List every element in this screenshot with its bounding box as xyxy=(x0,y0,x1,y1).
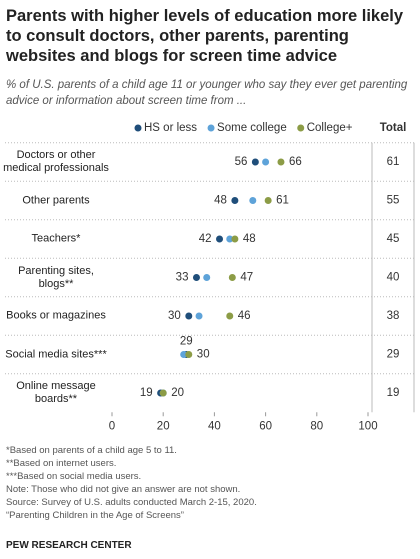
note: Note: Those who did not give an answer a… xyxy=(6,484,241,495)
category-label: Other parents xyxy=(22,194,90,206)
note: *Based on parents of a child age 5 to 11… xyxy=(6,445,177,456)
dot xyxy=(264,197,272,204)
legend-label: Some college xyxy=(217,122,287,134)
value-label: 61 xyxy=(276,195,289,207)
value-label: 42 xyxy=(199,233,212,245)
dot xyxy=(231,235,239,243)
dot xyxy=(159,389,167,397)
dot xyxy=(216,235,224,243)
note: “Parenting Children in the Age of Screen… xyxy=(6,510,184,521)
category-label: Books or magazines xyxy=(6,309,106,322)
dot xyxy=(262,158,270,166)
value-label: 30 xyxy=(197,349,210,361)
dot xyxy=(277,158,285,166)
category-label: Online message boards** xyxy=(16,380,96,405)
value-label: 29 xyxy=(180,336,193,348)
value-label: 48 xyxy=(214,195,227,207)
dot xyxy=(228,274,236,281)
category-label: Parenting sites, blogs** xyxy=(18,264,94,290)
source: PEW RESEARCH CENTER xyxy=(6,540,132,551)
chart: HS or less Some college College+ Total 56 66 6… xyxy=(5,122,416,432)
total-value: 29 xyxy=(387,349,400,361)
dot xyxy=(231,197,239,204)
x-tick-label: 20 xyxy=(157,420,170,432)
chart-title: Parents with higher levels of education … xyxy=(6,7,404,65)
total-header: Total xyxy=(380,122,407,134)
total-value: 61 xyxy=(387,156,400,168)
dot xyxy=(251,158,259,166)
dot xyxy=(249,197,257,204)
note: **Based on internet users. xyxy=(6,458,117,469)
dot xyxy=(203,274,211,281)
dot xyxy=(226,235,234,243)
value-label: 33 xyxy=(176,272,189,284)
total-value: 38 xyxy=(387,310,400,322)
value-label: 66 xyxy=(289,156,302,168)
x-tick-label: 40 xyxy=(208,420,221,432)
value-label: 47 xyxy=(240,272,253,284)
dot xyxy=(195,312,203,320)
total-value: 19 xyxy=(387,387,400,399)
notes: *Based on parents of a child age 5 to 11… xyxy=(6,444,257,522)
x-tick-label: 60 xyxy=(259,420,272,432)
value-label: 30 xyxy=(168,310,181,322)
category-label: Doctors or other medical professionals xyxy=(3,149,109,174)
value-label: 56 xyxy=(235,156,248,168)
category-label: Social media sites*** xyxy=(5,348,107,360)
total-value: 45 xyxy=(387,233,400,245)
legend-marker xyxy=(134,124,142,132)
category-label: Teachers* xyxy=(31,232,81,245)
value-label: 48 xyxy=(243,233,256,245)
x-tick-label: 0 xyxy=(109,420,115,432)
x-tick-label: 100 xyxy=(358,420,377,432)
dot xyxy=(192,274,200,281)
legend-label: College+ xyxy=(307,122,353,134)
note: Source: Survey of U.S. adults conducted … xyxy=(6,497,257,508)
dot xyxy=(226,312,234,320)
value-label: 19 xyxy=(140,387,153,399)
chart-subtitle: % of U.S. parents of a child age 11 or y… xyxy=(6,79,408,107)
value-label: 46 xyxy=(238,310,251,322)
legend-label: HS or less xyxy=(144,122,197,134)
total-value: 40 xyxy=(387,272,400,284)
value-label: 20 xyxy=(171,387,184,399)
legend-marker xyxy=(207,124,215,132)
dot xyxy=(180,351,188,358)
dot xyxy=(185,312,193,320)
note: ***Based on social media users. xyxy=(6,471,142,482)
x-tick-label: 80 xyxy=(310,420,323,432)
total-value: 55 xyxy=(387,195,400,207)
dot xyxy=(185,351,193,358)
legend-marker xyxy=(297,124,305,132)
